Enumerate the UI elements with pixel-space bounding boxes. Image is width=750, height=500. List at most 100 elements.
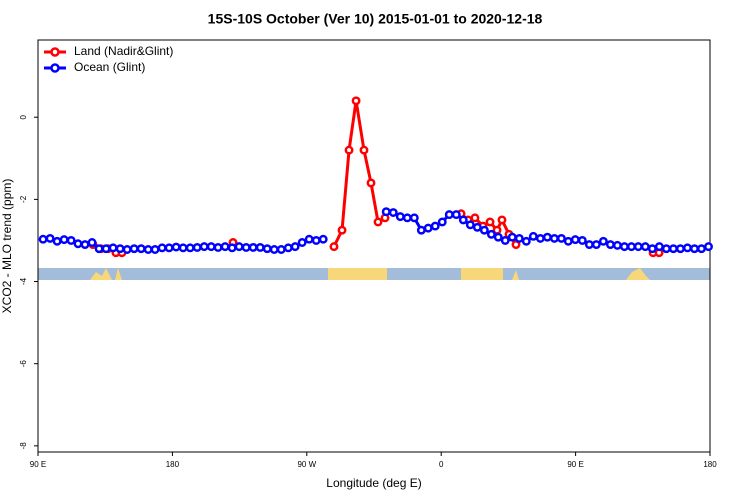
point: [409, 213, 419, 223]
legend-label: Land (Nadir&Glint): [74, 44, 173, 58]
point: [612, 240, 622, 250]
point: [647, 244, 657, 254]
point: [73, 239, 83, 249]
point: [366, 178, 376, 188]
point: [38, 234, 48, 244]
point: [619, 242, 629, 252]
map-strip: [38, 268, 710, 280]
point: [157, 243, 167, 253]
point: [290, 242, 300, 252]
y-tick-label: -4: [19, 277, 28, 285]
land-strip: [626, 268, 650, 280]
point: [255, 242, 265, 252]
point: [199, 242, 209, 252]
land-strip: [90, 268, 112, 280]
point: [87, 238, 97, 247]
land-strip: [115, 268, 122, 280]
land-strip: [512, 270, 519, 280]
point: [423, 223, 433, 233]
point: [497, 215, 507, 225]
point: [542, 232, 552, 242]
point: [591, 240, 601, 250]
point: [465, 220, 475, 230]
point: [563, 236, 573, 246]
point: [262, 244, 272, 254]
point: [227, 243, 237, 253]
point: [241, 242, 251, 252]
point: [521, 236, 531, 246]
point: [276, 245, 286, 254]
point: [178, 243, 188, 253]
y-tick-label: -2: [19, 195, 28, 203]
point: [94, 244, 104, 254]
point: [675, 244, 685, 254]
point: [108, 243, 118, 253]
point: [437, 217, 447, 227]
point: [185, 243, 195, 253]
point: [318, 234, 328, 244]
y-tick-label: -8: [19, 442, 28, 450]
point: [171, 242, 181, 252]
point: [220, 242, 230, 252]
point: [269, 245, 279, 254]
y-tick-label: -6: [19, 360, 28, 368]
point: [683, 243, 692, 253]
point: [451, 210, 461, 220]
point: [329, 242, 339, 252]
point: [344, 145, 354, 155]
point: [80, 240, 90, 250]
point: [150, 245, 160, 254]
x-tick-label: 90 E: [567, 460, 583, 469]
point: [388, 208, 398, 217]
point: [444, 210, 454, 220]
point: [430, 221, 440, 231]
y-axis-label: XCO2 - MLO trend (ppm): [0, 179, 14, 314]
point: [192, 242, 202, 252]
point: [507, 232, 517, 242]
point: [458, 215, 468, 225]
y-tick-label: 0: [19, 114, 28, 119]
x-tick-label: 180: [166, 460, 180, 469]
point: [690, 244, 699, 254]
point: [402, 213, 412, 223]
point: [605, 240, 615, 250]
point: [479, 225, 489, 235]
chart-title: 15S-10S October (Ver 10) 2015-01-01 to 2…: [208, 11, 543, 27]
point: [416, 225, 426, 235]
point: [337, 225, 347, 235]
point: [627, 242, 636, 252]
x-tick-label: 0: [439, 460, 444, 469]
point: [514, 233, 524, 243]
point: [129, 244, 139, 254]
point: [493, 232, 503, 242]
point: [164, 243, 174, 253]
point: [535, 233, 545, 243]
point: [704, 242, 713, 252]
point: [470, 213, 480, 223]
series-line: [92, 100, 660, 255]
legend-marker: [50, 63, 60, 73]
point: [584, 240, 594, 250]
point: [45, 233, 55, 243]
point: [359, 145, 369, 155]
point: [570, 235, 580, 245]
point: [101, 244, 111, 254]
point: [304, 234, 314, 244]
point: [654, 242, 664, 252]
point: [668, 244, 678, 254]
point: [528, 231, 538, 241]
point: [661, 244, 671, 254]
point: [633, 242, 643, 252]
point: [122, 245, 132, 254]
point: [697, 244, 706, 254]
point: [395, 212, 405, 222]
point: [556, 233, 566, 243]
x-tick-label: 90 E: [30, 460, 46, 469]
point: [283, 243, 293, 253]
point: [598, 236, 608, 246]
point: [500, 236, 510, 245]
land-strip: [328, 268, 387, 280]
land-strip: [461, 268, 503, 280]
point: [486, 229, 496, 239]
point: [115, 244, 125, 254]
